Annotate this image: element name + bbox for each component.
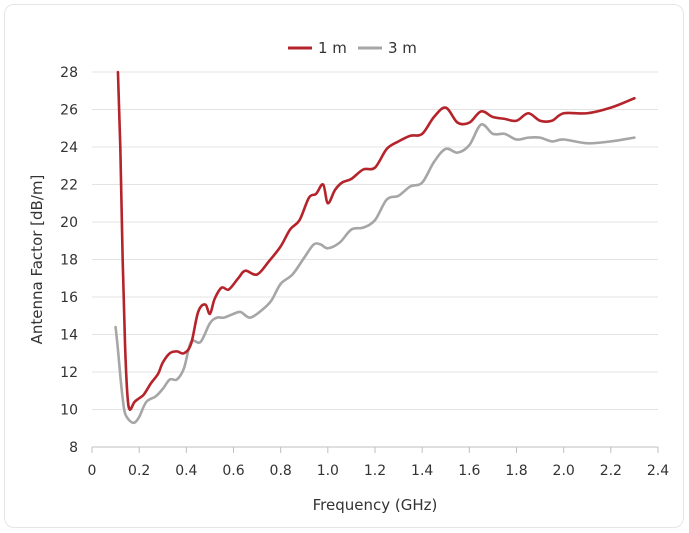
x-tick-label: 1.4: [411, 463, 433, 479]
y-tick-label: 16: [60, 290, 78, 306]
y-tick-label: 10: [60, 403, 78, 419]
x-tick-label: 0.8: [270, 463, 292, 479]
legend: 1 m 3 m: [288, 39, 417, 57]
x-tick-label: 2.2: [600, 463, 622, 479]
x-tick-label: 0.2: [128, 463, 150, 479]
series-lines: [114, 70, 636, 425]
y-tick-label: 28: [60, 65, 78, 81]
x-tick-label: 0: [88, 463, 97, 479]
y-tick-label: 12: [60, 365, 78, 381]
x-tick-label: 2.0: [553, 463, 575, 479]
y-tick-label: 8: [69, 440, 78, 456]
x-tick-label: 1.0: [317, 463, 339, 479]
y-axis: 8 10 12 14 16 18 20 22 24 26 28: [60, 65, 78, 456]
x-axis-title: Frequency (GHz): [313, 496, 438, 514]
y-tick-label: 18: [60, 253, 78, 269]
legend-label-1m: 1 m: [318, 39, 347, 57]
x-tick-label: 2.4: [647, 463, 669, 479]
y-tick-label: 20: [60, 215, 78, 231]
y-axis-title: Antenna Factor [dB/m]: [28, 175, 46, 345]
y-tick-label: 22: [60, 178, 78, 194]
legend-label-3m: 3 m: [388, 39, 417, 57]
x-tick-label: 1.8: [505, 463, 527, 479]
x-tick-label: 1.6: [458, 463, 480, 479]
y-tick-label: 14: [60, 328, 78, 344]
series-line-3m: [114, 123, 636, 425]
x-tick-label: 0.4: [175, 463, 197, 479]
x-axis: 0 0.2 0.4 0.6 0.8 1.0 1.2 1.4 1.6 1.8 2.0 2.2 2.4: [88, 446, 669, 479]
series-line-1m: [116, 70, 636, 411]
y-tick-label: 26: [60, 103, 78, 119]
x-tick-label: 0.6: [222, 463, 244, 479]
y-tick-label: 24: [60, 140, 78, 156]
x-tick-label: 1.2: [364, 463, 386, 479]
grid-lines: [92, 71, 658, 448]
